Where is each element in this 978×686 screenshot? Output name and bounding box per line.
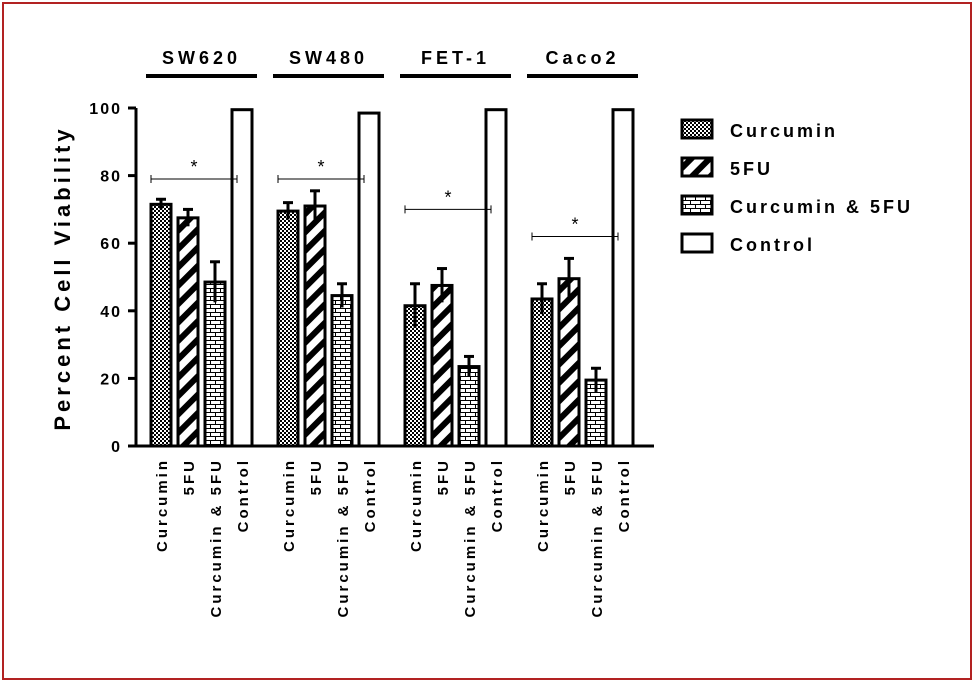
x-tick-labels: Curcumin 5FU Curcumin & 5FU Control Curcumin…: [154, 458, 633, 618]
x-tick-label: Curcumin & 5FU: [335, 458, 352, 618]
bar: [430, 283, 454, 448]
y-tick-label: 0: [111, 439, 122, 456]
bar: [457, 365, 481, 448]
x-tick-label: Curcumin: [281, 458, 298, 552]
legend: Curcumin 5FU Curcumin & 5FU Control: [680, 118, 913, 255]
bar-group: Caco2 *: [527, 48, 638, 448]
bar-group: SW480 *: [273, 48, 384, 448]
legend-label: Curcumin: [730, 121, 838, 141]
bar: [176, 216, 200, 448]
bar: [303, 204, 327, 448]
x-tick-label: Curcumin: [535, 458, 552, 552]
x-tick-label: Control: [362, 458, 379, 532]
y-tick-label: 60: [100, 236, 122, 253]
group-title: Caco2: [545, 48, 619, 68]
legend-label: 5FU: [730, 159, 773, 179]
x-tick-label: Curcumin & 5FU: [589, 458, 606, 618]
significance-label: *: [571, 214, 578, 234]
group-title: SW620: [162, 48, 241, 68]
x-tick-label: Control: [489, 458, 506, 532]
significance-label: *: [190, 157, 197, 177]
x-tick-label: 5FU: [435, 458, 452, 495]
x-tick-label: Curcumin: [154, 458, 171, 552]
x-tick-label: Control: [616, 458, 633, 532]
x-tick-label: 5FU: [308, 458, 325, 495]
x-tick-label: Curcumin & 5FU: [208, 458, 225, 618]
group-title: SW480: [289, 48, 368, 68]
bar-groups: SW620 * SW480 * FET-1 * Caco2 *: [146, 48, 638, 448]
bar-group: FET-1 *: [400, 48, 511, 448]
significance-label: *: [444, 187, 451, 207]
bar: [357, 111, 381, 448]
bar: [330, 294, 354, 448]
y-tick-label: 40: [100, 304, 122, 321]
bar: [149, 202, 173, 448]
legend-swatch: [680, 156, 714, 178]
bar: [611, 108, 635, 448]
significance-label: *: [317, 157, 324, 177]
x-tick-label: Control: [235, 458, 252, 532]
x-tick-label: 5FU: [181, 458, 198, 495]
x-tick-label: Curcumin & 5FU: [462, 458, 479, 618]
bar: [530, 297, 554, 448]
x-tick-label: Curcumin: [408, 458, 425, 552]
bar: [484, 108, 508, 448]
bar: [230, 108, 254, 448]
x-tick-label: 5FU: [562, 458, 579, 495]
legend-label: Control: [730, 235, 815, 255]
bar: [203, 280, 227, 448]
bar: [276, 209, 300, 448]
y-tick-label: 20: [100, 371, 122, 388]
bar: [557, 277, 581, 448]
bar-group: SW620 *: [146, 48, 257, 448]
y-axis-label: Percent Cell Viability: [50, 125, 75, 430]
group-title: FET-1: [421, 48, 490, 68]
legend-swatch: [680, 194, 714, 216]
legend-label: Curcumin & 5FU: [730, 197, 913, 217]
legend-swatch: [680, 118, 714, 140]
legend-swatch: [680, 232, 714, 254]
y-tick-label: 80: [100, 169, 122, 186]
y-tick-label: 100: [89, 101, 122, 118]
